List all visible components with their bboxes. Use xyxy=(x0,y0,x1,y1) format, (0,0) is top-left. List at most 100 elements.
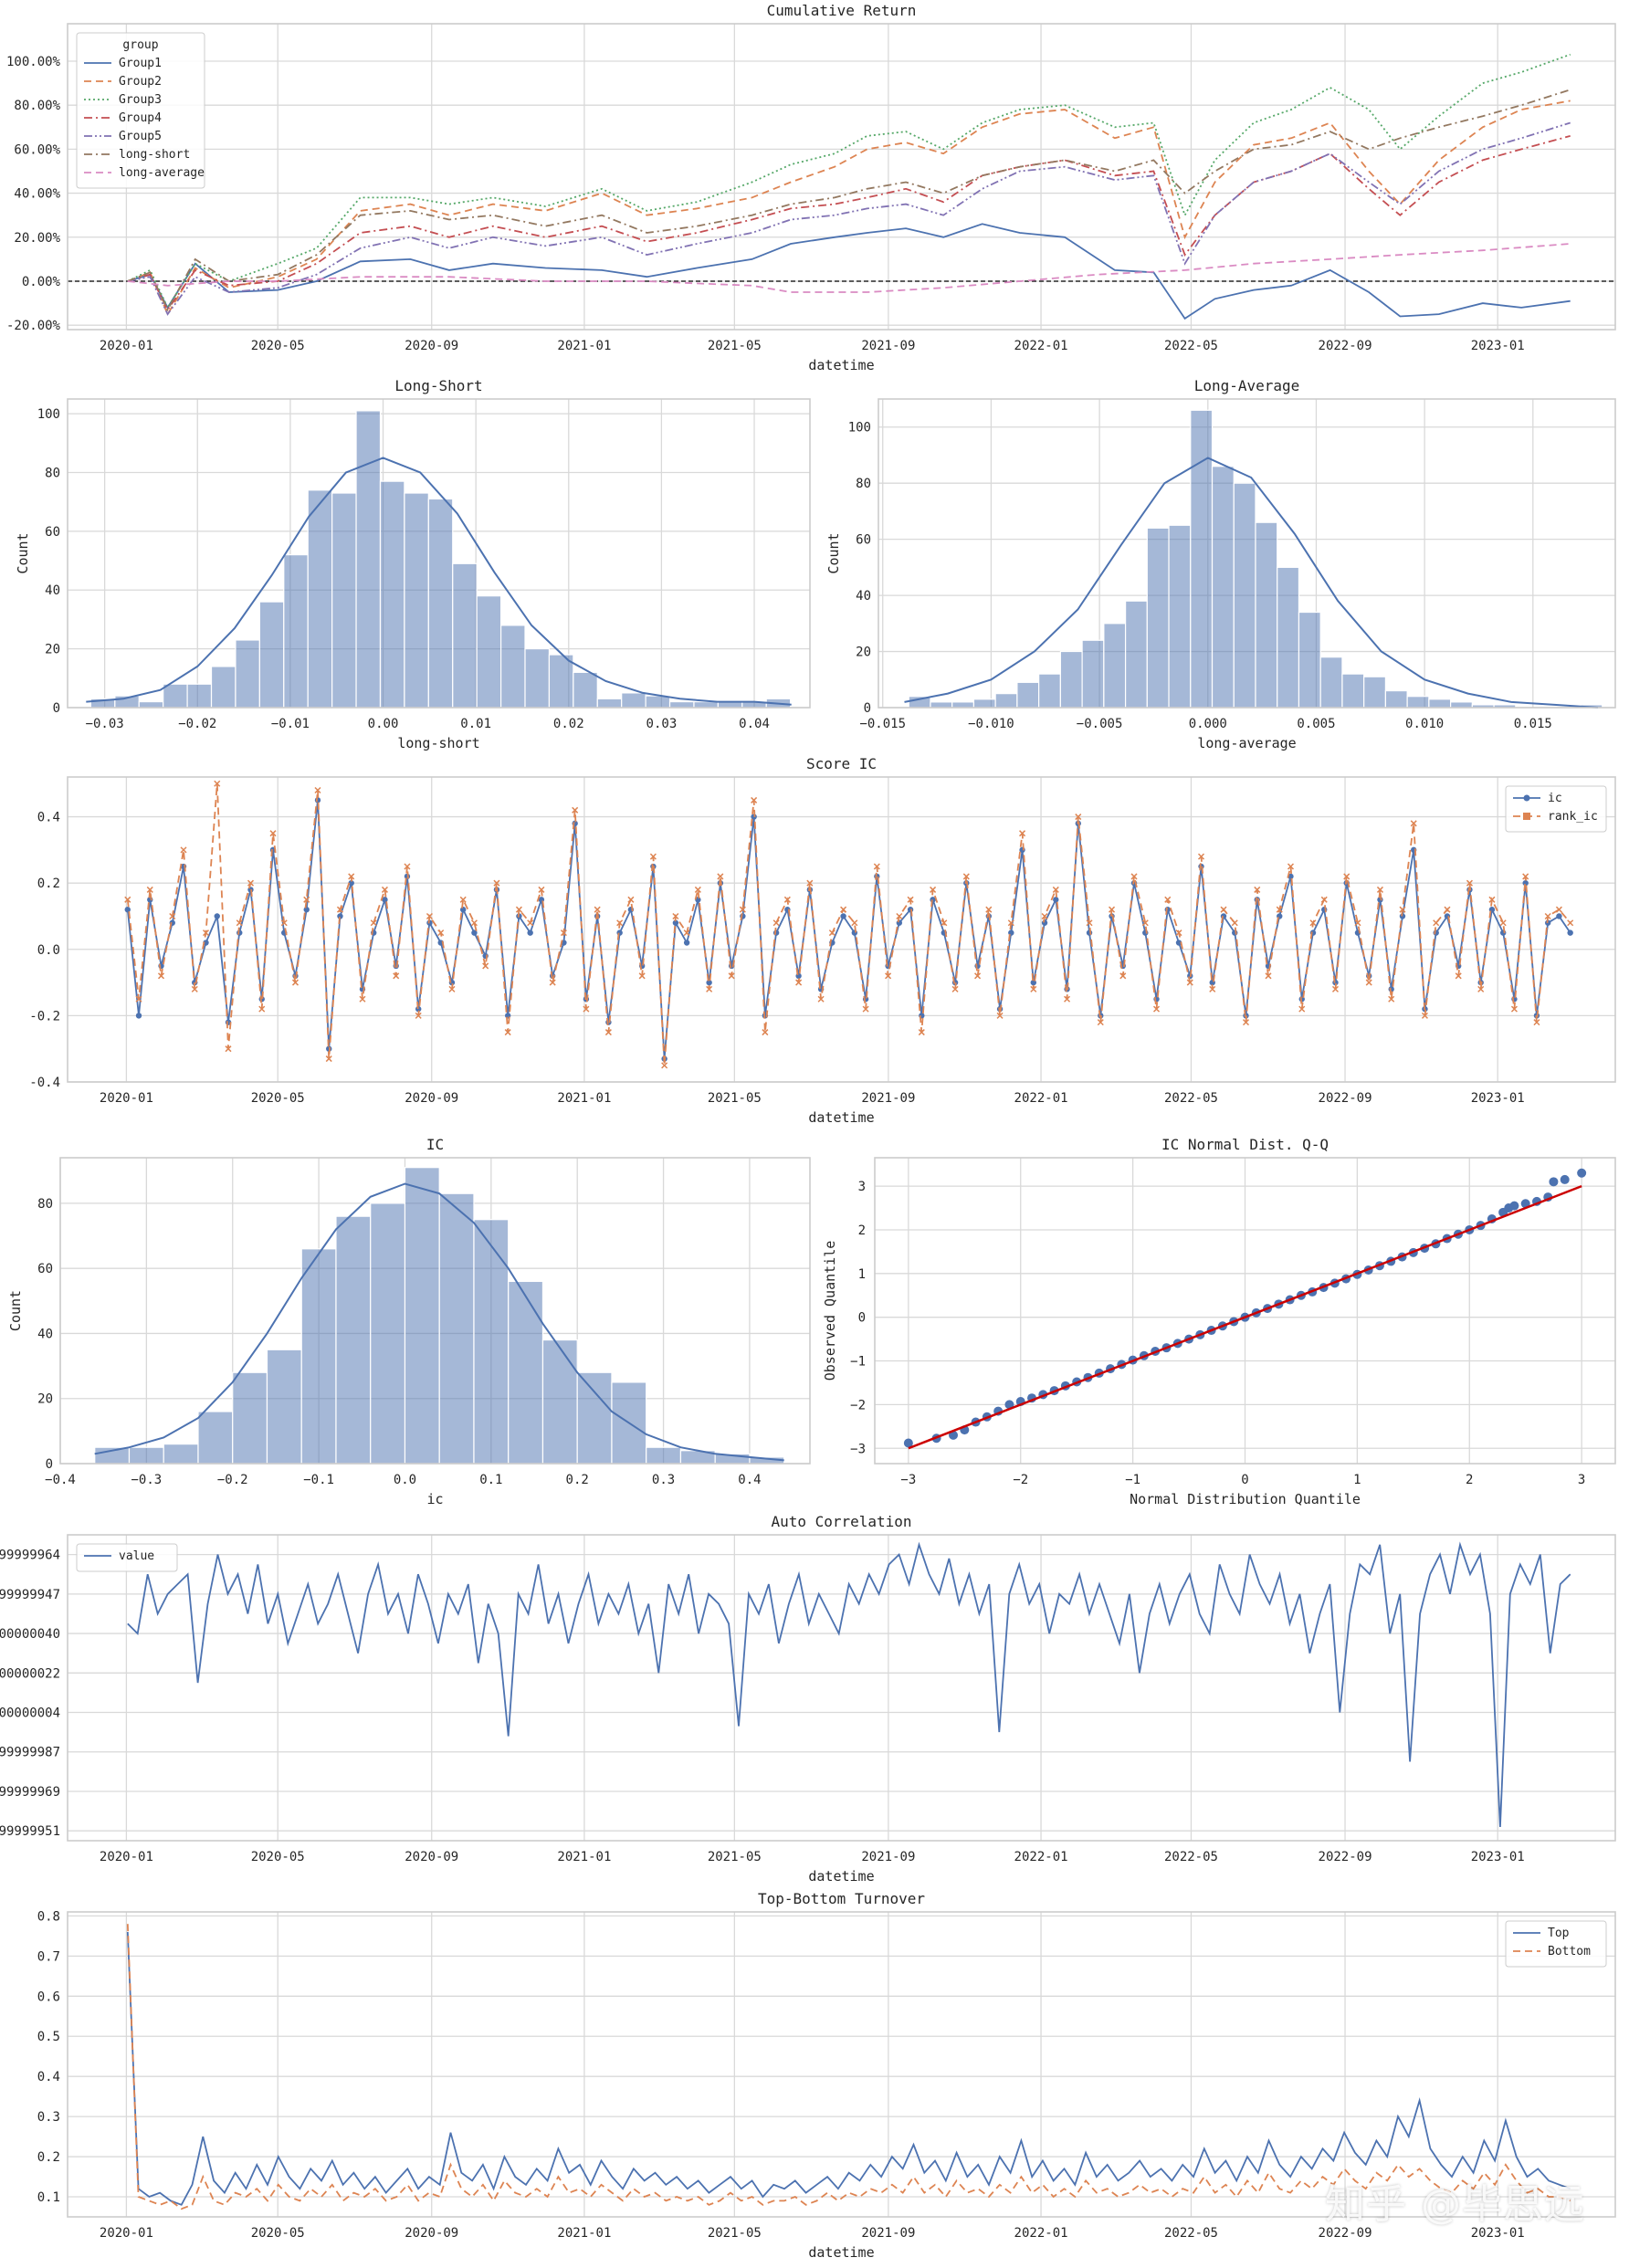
y-tick-label: 0.00% xyxy=(22,275,61,289)
histogram-bar xyxy=(951,701,975,709)
y-axis-label: Count xyxy=(7,1290,24,1331)
x-tick-label: 0.3 xyxy=(652,1473,675,1487)
x-tick-label: 2021-09 xyxy=(861,1850,915,1864)
x-tick-label: 2022-01 xyxy=(1014,1850,1068,1864)
legend-label: long-average xyxy=(119,166,205,180)
data-point-ic xyxy=(840,913,846,919)
histogram-bar xyxy=(1428,698,1452,709)
data-point-ic xyxy=(135,1013,142,1019)
chart-title: IC Normal Dist. Q-Q xyxy=(1161,1136,1329,1153)
y-tick-label: 0.819999999999999951 xyxy=(0,1824,60,1839)
data-point-rank-ic xyxy=(795,979,803,986)
y-tick-label: 80 xyxy=(37,1197,53,1212)
x-tick-label: 2023-01 xyxy=(1471,1850,1525,1864)
x-axis-label: long-average xyxy=(1197,735,1296,751)
histogram-bar xyxy=(1255,521,1278,709)
x-tick-label: 2022-09 xyxy=(1319,2226,1372,2241)
data-point-rank-ic xyxy=(314,786,321,794)
y-tick-label: 40.00% xyxy=(14,187,60,202)
x-tick-label: −0.015 xyxy=(859,717,906,731)
data-point-rank-ic xyxy=(258,1005,266,1013)
y-axis-label: Count xyxy=(825,532,842,573)
data-point-rank-ic xyxy=(1152,1005,1161,1013)
legend-title: group xyxy=(122,38,158,52)
y-tick-label: 2 xyxy=(858,1223,866,1238)
x-tick-label: 2022-05 xyxy=(1164,1850,1218,1864)
data-point-rank-ic xyxy=(762,1029,769,1036)
histogram-bar xyxy=(235,639,260,709)
chart-title: Long-Average xyxy=(1194,377,1300,394)
x-tick-label: 2021-01 xyxy=(557,1850,611,1864)
x-tick-label: 0.1 xyxy=(479,1473,502,1487)
data-point-rank-ic xyxy=(1365,979,1372,986)
histogram-bar xyxy=(1363,676,1387,709)
histogram-bar xyxy=(1124,600,1148,709)
data-point-rank-ic xyxy=(1130,873,1138,880)
x-tick-label: −0.4 xyxy=(45,1473,76,1487)
data-point-rank-ic xyxy=(817,995,825,1003)
series-line-rank-ic xyxy=(126,783,1571,1066)
data-point-rank-ic xyxy=(851,919,858,927)
data-point-rank-ic xyxy=(1007,919,1014,927)
data-point-rank-ic xyxy=(1231,919,1238,927)
data-point-rank-ic xyxy=(1242,1019,1250,1026)
x-tick-label: 0.00 xyxy=(368,717,399,731)
chart-title: Auto Correlation xyxy=(771,1513,911,1530)
x-tick-label: 2020-09 xyxy=(405,339,458,353)
plot-frame xyxy=(67,23,1616,331)
histogram-bar xyxy=(307,489,333,709)
legend-label: Group1 xyxy=(119,57,162,70)
data-point-rank-ic xyxy=(996,1012,1004,1019)
x-tick-label: 2022-09 xyxy=(1319,339,1372,353)
data-point-ic xyxy=(527,929,533,936)
x-tick-label: 2021-09 xyxy=(861,2226,915,2241)
data-point-rank-ic xyxy=(739,906,746,913)
histogram-bar xyxy=(1298,611,1321,709)
x-axis-label: ic xyxy=(426,1491,443,1507)
data-point-rank-ic xyxy=(918,1029,925,1036)
data-point-rank-ic xyxy=(180,846,187,854)
data-point-ic xyxy=(1053,897,1059,903)
data-point-ic xyxy=(795,972,802,980)
data-point-rank-ic xyxy=(538,886,545,893)
data-point-ic xyxy=(348,879,354,887)
histogram-bar xyxy=(1450,701,1473,709)
data-point-rank-ic xyxy=(269,830,277,837)
plot-frame xyxy=(67,1911,1616,2218)
histogram-bar xyxy=(499,625,526,709)
data-point-rank-ic xyxy=(616,919,624,927)
data-point-rank-ic xyxy=(527,919,534,927)
chart-auto-correlation: 2020-01 2020-05 2020-09 2021-01 2021-05 2021-… xyxy=(0,1513,1616,1885)
data-point-rank-ic xyxy=(470,919,478,927)
y-tick-label: 0.2 xyxy=(37,2150,60,2165)
data-point-ic xyxy=(1433,929,1439,936)
chart-ic-normal-dist-q-q: −3 −2 −1 0 1 2 3 −3 −2 −1 0 1 2 3 IC Normal Dist. Q-Q N… xyxy=(822,1136,1616,1507)
data-point-rank-ic xyxy=(482,962,489,970)
y-tick-label: 0.920000000000000040 xyxy=(0,1627,60,1642)
histogram-bar xyxy=(370,1202,406,1465)
data-point-rank-ic xyxy=(291,979,300,986)
data-point-rank-ic xyxy=(1555,906,1562,913)
plot-frame xyxy=(67,398,811,709)
y-tick-label: 0 xyxy=(858,1311,866,1326)
qq-point xyxy=(1577,1168,1587,1178)
x-tick-label: 0.005 xyxy=(1297,717,1335,731)
data-point-rank-ic xyxy=(896,912,903,920)
histogram-bar xyxy=(476,595,502,709)
data-point-ic xyxy=(1567,929,1573,936)
x-tick-label: −0.010 xyxy=(968,717,1014,731)
legend: group Group1 Group2 Group3 Group4 Group5 long-… xyxy=(76,32,205,189)
fit-line xyxy=(908,1184,1582,1450)
data-point-rank-ic xyxy=(1477,985,1485,992)
x-tick-label: 2021-01 xyxy=(557,1091,611,1106)
x-tick-label: −0.02 xyxy=(178,717,216,731)
plot-frame xyxy=(874,1157,1616,1465)
data-point-rank-ic xyxy=(783,896,791,903)
data-point-rank-ic xyxy=(583,1005,590,1013)
x-tick-label: 0 xyxy=(1241,1473,1248,1487)
data-point-rank-ic xyxy=(1141,919,1149,927)
x-tick-label: 3 xyxy=(1578,1473,1585,1487)
data-point-ic xyxy=(382,897,388,903)
legend-label: Group4 xyxy=(119,111,162,125)
histogram-bar xyxy=(1233,482,1256,709)
